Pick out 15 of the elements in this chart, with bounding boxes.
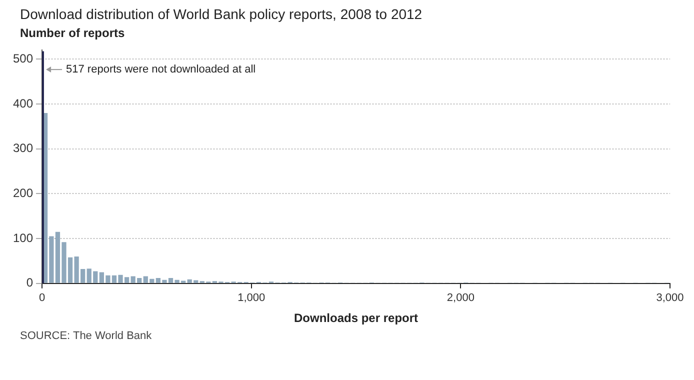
y-tick-label: 500: [12, 51, 34, 66]
y-axis-title: Number of reports: [19, 25, 126, 40]
source-note: SOURCE: The World Bank: [19, 330, 153, 342]
chart-title: Download distribution of World Bank policy reports, 2008 to 2012: [19, 5, 424, 22]
y-tick-label: 200: [12, 186, 34, 200]
y-tick-label: 400: [12, 96, 34, 110]
x-tick-label: 3,000: [656, 292, 684, 304]
y-tick-label: 0: [26, 276, 34, 290]
y-tick-label: 300: [12, 141, 34, 156]
annotation: 517 reports were not downloaded at all: [66, 64, 256, 76]
x-tick-label: 2,000: [446, 292, 474, 304]
x-axis-title: Downloads per report: [294, 311, 418, 326]
y-tick-label: 100: [12, 230, 34, 245]
x-tick-label: 1,000: [238, 292, 266, 304]
x-tick-label: 0: [38, 292, 46, 304]
